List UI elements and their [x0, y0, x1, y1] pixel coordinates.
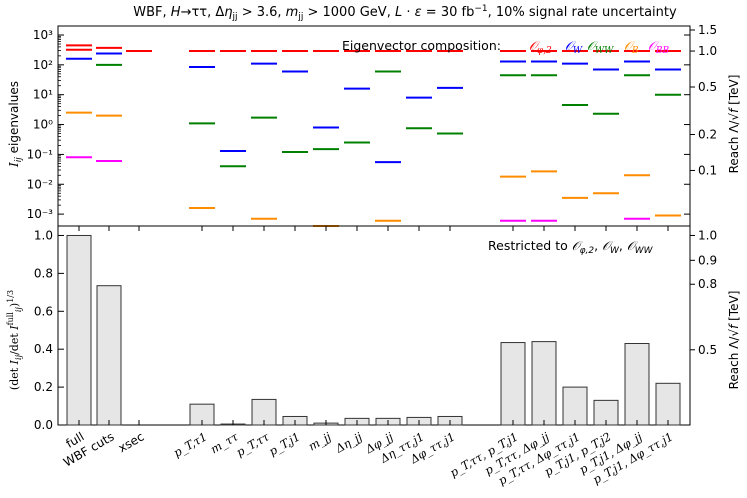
bottom-y-tick-label: 0.0 [34, 418, 53, 432]
x-tick-label: p_T,ττ [234, 429, 272, 459]
svg-text:(det Iij/det Ifullij)1/3: (det Iij/det Ifullij)1/3 [6, 290, 23, 390]
top-frame [57, 25, 691, 227]
bottom-y2-tick-label: 0.9 [698, 253, 717, 267]
top-y-tick-label: 10⁻¹ [27, 147, 54, 161]
bar [96, 285, 122, 426]
x-tick-label: p_T,τ1 [171, 429, 210, 459]
bottom-y-tick-label: 0.4 [34, 342, 53, 356]
x-tick-label: Δη_jj [332, 429, 365, 456]
top-y-label: Iij eigenvalues [7, 81, 24, 168]
legend: Eigenvector composition: 𝒪φ,2 𝒪W 𝒪WW 𝒪B … [342, 38, 670, 56]
top-y-tick-label: 10¹ [33, 88, 53, 102]
top-y2-label: Reach Λ/√f [TeV] [727, 75, 741, 174]
bottom-y-tick-label: 1.0 [34, 228, 53, 242]
top-panel: 10⁻³ 10⁻² 10⁻¹ 10⁰ 10¹ 10² 10³ 0.1 0.2 0.5 1.0 1.5 [27, 23, 717, 227]
bar [531, 341, 557, 426]
bottom-annotation: Restricted to 𝒪φ,2, 𝒪W, 𝒪WW [488, 238, 654, 256]
bottom-y-tick-label: 0.6 [34, 304, 53, 318]
top-y2-tick-label: 0.5 [698, 80, 717, 94]
legend-entry-phi2: 𝒪φ,2 [529, 38, 552, 56]
legend-title: Eigenvector composition: [342, 38, 501, 53]
svg-text:Reach Λ/√f [TeV]: Reach Λ/√f [TeV] [727, 75, 741, 174]
top-y2-tick-label: 0.2 [698, 128, 717, 142]
top-y2-tick-label: 1.5 [698, 23, 717, 37]
bottom-y-tick-label: 0.2 [34, 380, 53, 394]
bottom-y2-tick-label: 0.8 [698, 277, 717, 291]
x-tick-label: p_T,j1 [266, 429, 302, 458]
bottom-y2-label: Reach Λ/√f [TeV] [727, 291, 741, 390]
legend-entry-w: 𝒪W [565, 38, 583, 56]
bottom-panel: 0.0 0.2 0.4 0.6 0.8 1.0 0.5 0.8 0.9 1.0 [34, 225, 717, 432]
top-y-tick-label: 10² [33, 58, 53, 72]
legend-entry-bb: 𝒪BB [648, 38, 670, 56]
top-y-tick-label: 10⁰ [33, 118, 53, 132]
bar [562, 386, 588, 426]
bar [624, 343, 650, 426]
bar [66, 234, 92, 426]
top-y2-tick-label: 1.0 [698, 44, 717, 58]
svg-text:Reach Λ/√f [TeV]: Reach Λ/√f [TeV] [727, 291, 741, 390]
top-y-tick-label: 10³ [33, 28, 53, 42]
x-tick-label: xsec [116, 429, 147, 455]
bar [500, 342, 526, 426]
legend-entry-ww: 𝒪WW [587, 38, 614, 56]
top-y-tick-label: 10⁻³ [27, 207, 54, 221]
legend-entry-b: 𝒪B [624, 38, 639, 56]
bar [655, 382, 681, 426]
bottom-y2-tick-label: 1.0 [698, 228, 717, 242]
bottom-y2-tick-label: 0.5 [698, 343, 717, 357]
x-tick-label: m_jj [306, 429, 334, 453]
bottom-frame [57, 225, 691, 426]
top-y-tick-label: 10⁻² [27, 177, 54, 191]
bottom-y-label: (det Iij/det Ifullij)1/3 [6, 290, 23, 390]
svg-text:Restricted to 𝒪φ,2, 𝒪W, 𝒪WW: Restricted to 𝒪φ,2, 𝒪W, 𝒪WW [488, 238, 654, 256]
top-y2-tick-label: 0.1 [698, 163, 717, 177]
svg-text:Iij eigenvalues: Iij eigenvalues [7, 81, 24, 168]
bottom-y-tick-label: 0.8 [34, 266, 53, 280]
chart-title: WBF, H→ττ, Δηjj > 3.6, mjj > 1000 GeV, L… [133, 4, 677, 22]
